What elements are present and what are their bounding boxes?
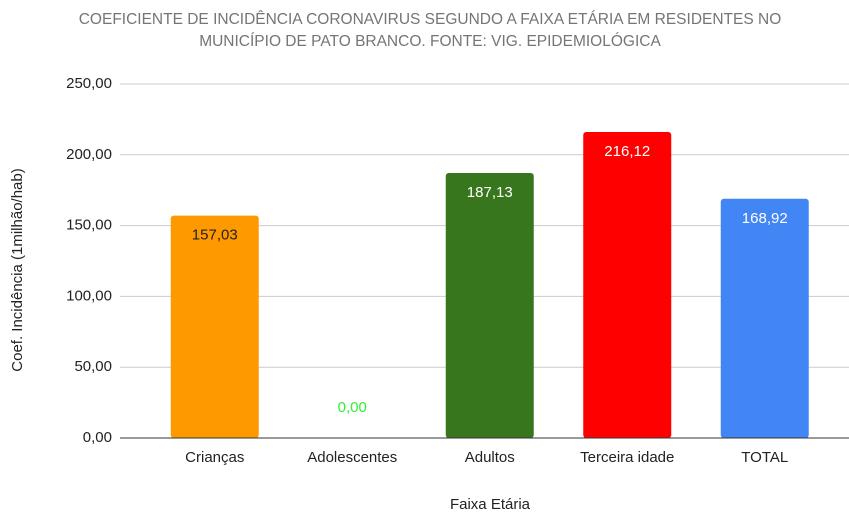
y-tick-label: 150,00 (66, 217, 112, 234)
y-tick-label: 100,00 (66, 287, 112, 304)
chart-title: MUNICÍPIO DE PATO BRANCO. FONTE: VIG. EP… (199, 33, 661, 50)
x-tick-label: TOTAL (741, 449, 788, 466)
y-tick-label: 50,00 (74, 358, 112, 375)
bar (445, 173, 534, 438)
x-tick-label: Terceira idade (580, 449, 674, 466)
bar (170, 215, 259, 438)
x-axis-label: Faixa Etária (450, 496, 531, 513)
x-tick-label: Adolescentes (307, 449, 397, 466)
y-tick-label: 0,00 (83, 429, 112, 446)
data-label: 0,00 (338, 399, 367, 416)
data-label: 157,03 (192, 227, 238, 244)
chart-title: COEFICIENTE DE INCIDÊNCIA CORONAVIRUS SE… (79, 11, 782, 28)
data-label: 168,92 (742, 210, 788, 227)
x-tick-label: Adultos (465, 449, 515, 466)
bar (583, 131, 672, 439)
data-label: 216,12 (604, 143, 650, 160)
y-tick-label: 200,00 (66, 146, 112, 163)
data-label: 187,13 (467, 184, 513, 201)
x-tick-label: Crianças (185, 449, 244, 466)
y-axis-label: Coef. Incidência (1milhão/hab) (9, 168, 26, 371)
bar (720, 198, 809, 438)
y-tick-label: 250,00 (66, 75, 112, 92)
